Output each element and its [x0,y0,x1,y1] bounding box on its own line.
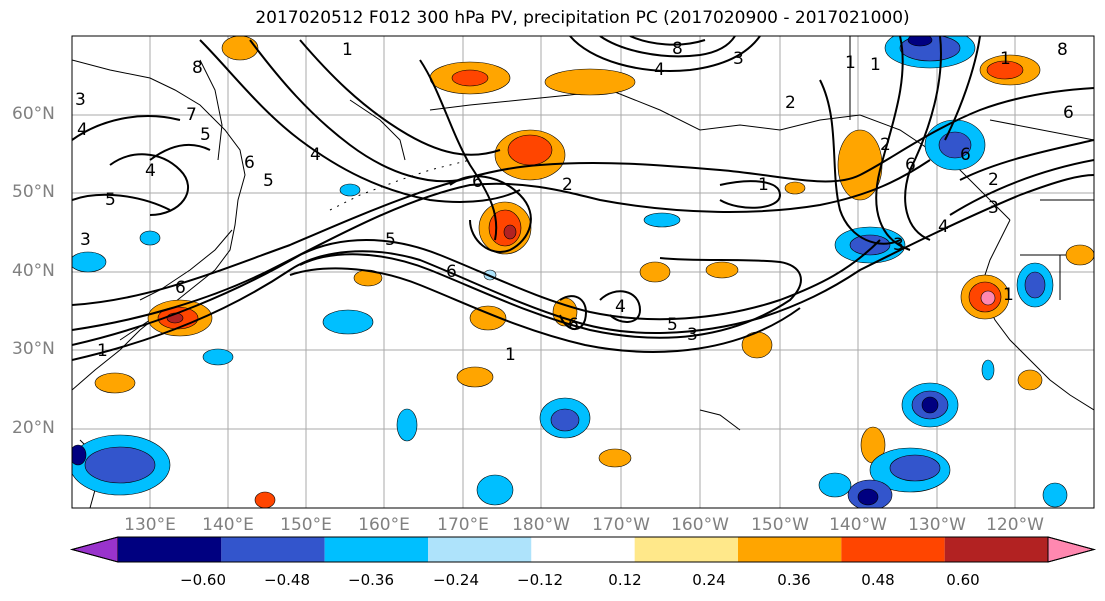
lon-label: 130°W [908,515,966,535]
colorbar-tick-label: −0.12 [517,571,563,589]
contour-label: 6 [472,172,483,192]
lat-label: 30°N [12,339,55,359]
contour-label: 3 [80,230,91,250]
contour-label: 1 [758,175,769,195]
contour-label: 8 [192,58,203,78]
contour-label: 3 [687,325,698,345]
contour-label: 8 [672,39,683,59]
contour-label: 1 [97,341,108,361]
lon-label: 130°E [124,515,176,535]
lon-label: 150°W [751,515,809,535]
colorbar-segment [634,537,738,562]
contour-label: 5 [263,171,274,191]
contour-label: 3 [733,49,744,69]
precipitation-shading [72,36,1094,508]
contour-label: 2 [880,135,891,155]
contour-label: 4 [77,120,88,140]
contour-label: 6 [960,145,971,165]
colorbar-segment [531,537,635,562]
lon-label: 170°W [592,515,650,535]
colorbar-extend-min [70,536,119,563]
colorbar-tick-label: −0.36 [348,571,394,589]
lon-label: 170°E [437,515,489,535]
colorbar-tick-label: 0.12 [608,571,642,589]
colorbar [70,536,1096,563]
contour-label: 5 [667,315,678,335]
contour-label: 6 [905,155,916,175]
contour-label: 8 [1057,40,1068,60]
lon-label: 180°W [512,515,570,535]
contour-label: 6 [175,278,186,298]
colorbar-segment [841,537,945,562]
lon-label: 140°W [829,515,887,535]
lon-label: 160°E [358,515,410,535]
lon-label: 160°W [671,515,729,535]
colorbar-tick-label: 0.48 [861,571,895,589]
colorbar-segment [738,537,842,562]
contour-label: 6 [1063,103,1074,123]
lon-label: 150°E [280,515,332,535]
colorbar-segment [221,537,325,562]
contour-label: 6 [244,153,255,173]
contour-label: 4 [145,161,156,181]
map-title: 2017020512 F012 300 hPa PV, precipitatio… [255,8,910,28]
lon-label: 120°W [986,515,1044,535]
map-border [71,35,1095,509]
contour-label: 3 [893,235,904,255]
colorbar-segment [944,537,1048,562]
colorbar-extend-max [1047,536,1096,563]
contour-label: 3 [988,198,999,218]
contour-label: 5 [105,190,116,210]
colorbar-segment [324,537,428,562]
colorbar-outline [70,536,1096,563]
colorbar-tick-label: 0.60 [946,571,980,589]
contour-label: 1 [342,40,353,60]
colorbar-tick-label: 0.24 [692,571,726,589]
colorbar-tick-label: −0.60 [180,571,226,589]
contour-label: 4 [938,217,949,237]
contour-label: 4 [654,60,665,80]
pv-contours [72,36,1094,361]
contour-label: 5 [385,230,396,250]
colorbar-tick-label: −0.48 [264,571,310,589]
contour-label: 1 [845,53,856,73]
contour-label: 6 [446,262,457,282]
lon-label: 140°E [202,515,254,535]
contour-label: 4 [310,145,321,165]
contour-label: 2 [988,170,999,190]
lat-label: 40°N [12,261,55,281]
contour-label: 1 [1003,285,1014,305]
contour-label: 1 [1000,49,1011,69]
contour-label: 2 [562,175,573,195]
graticule [72,36,1094,508]
lat-label: 20°N [12,418,55,438]
coastlines [72,36,1094,508]
contour-label: 5 [200,125,211,145]
colorbar-segment [118,537,222,562]
contour-label: 2 [785,93,796,113]
contour-label: 1 [870,55,881,75]
contour-label: 3 [75,90,86,110]
contour-label: 4 [615,297,626,317]
colorbar-segment [428,537,532,562]
contour-label: 1 [505,345,516,365]
colorbar-tick-label: −0.24 [433,571,479,589]
contour-label: 6 [568,315,579,335]
contour-label: 7 [186,105,197,125]
colorbar-tick-label: 0.36 [777,571,811,589]
lat-label: 50°N [12,182,55,202]
lat-label: 60°N [12,104,55,124]
